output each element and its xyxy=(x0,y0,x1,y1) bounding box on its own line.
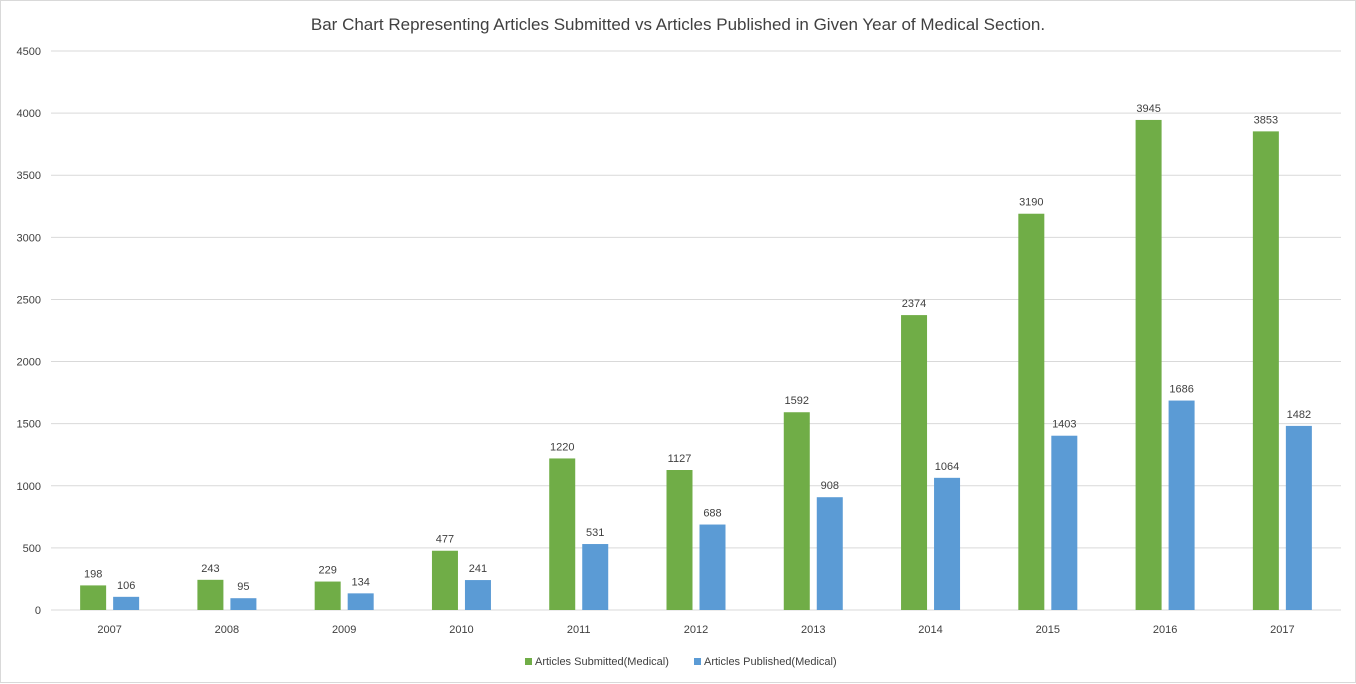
data-label-submitted-2015: 3190 xyxy=(1019,197,1043,209)
data-label-submitted-2007: 198 xyxy=(84,568,102,580)
legend-label: Articles Published(Medical) xyxy=(704,656,837,668)
x-tick-label: 2017 xyxy=(1270,624,1294,636)
bar-published-2017 xyxy=(1285,425,1312,610)
data-label-published-2007: 106 xyxy=(117,580,135,592)
y-tick-label: 500 xyxy=(23,543,41,555)
y-tick-label: 3500 xyxy=(17,170,41,182)
y-tick-label: 3000 xyxy=(17,232,41,244)
legend-item-submitted: Articles Submitted(Medical) xyxy=(525,656,669,668)
bar-published-2010 xyxy=(464,580,491,610)
bar-submitted-2017 xyxy=(1252,131,1279,611)
legend-label: Articles Submitted(Medical) xyxy=(535,656,669,668)
data-label-submitted-2009: 229 xyxy=(319,565,337,577)
legend: Articles Submitted(Medical) Articles Publ… xyxy=(525,656,837,668)
x-axis-tick-labels: 2007 2008 2009 2010 2011 2012 2013 2014 2015 2016… xyxy=(97,624,1294,636)
x-tick-label: 2015 xyxy=(1036,624,1060,636)
x-tick-label: 2010 xyxy=(449,624,473,636)
legend-swatch xyxy=(525,658,532,665)
y-tick-label: 4000 xyxy=(17,108,41,120)
y-tick-label: 4500 xyxy=(17,46,41,58)
bar-submitted-2014 xyxy=(901,315,928,610)
x-tick-label: 2016 xyxy=(1153,624,1177,636)
data-label-published-2008: 95 xyxy=(237,581,249,593)
data-label-published-2012: 688 xyxy=(703,508,721,520)
data-label-submitted-2013: 1592 xyxy=(785,395,809,407)
legend-item-published: Articles Published(Medical) xyxy=(694,656,837,668)
data-labels: 198 106 243 95 229 134 477 241 1220 531 1127 688 159… xyxy=(84,103,1311,593)
data-label-published-2013: 908 xyxy=(821,480,839,492)
y-tick-label: 2000 xyxy=(17,357,41,369)
x-tick-label: 2013 xyxy=(801,624,825,636)
data-label-published-2011: 531 xyxy=(586,527,604,539)
data-label-submitted-2008: 243 xyxy=(201,563,219,575)
data-label-submitted-2016: 3945 xyxy=(1136,103,1160,115)
y-tick-label: 1500 xyxy=(17,419,41,431)
bar-published-2015 xyxy=(1051,435,1078,610)
bar-published-2013 xyxy=(816,497,843,610)
data-label-submitted-2014: 2374 xyxy=(902,298,926,310)
data-label-published-2016: 1686 xyxy=(1169,384,1193,396)
bar-published-2011 xyxy=(582,544,609,610)
bar-submitted-2010 xyxy=(431,550,458,610)
x-tick-label: 2007 xyxy=(97,624,121,636)
data-label-published-2015: 1403 xyxy=(1052,419,1076,431)
bar-submitted-2013 xyxy=(783,412,810,610)
bar-submitted-2012 xyxy=(666,470,693,610)
y-tick-label: 1000 xyxy=(17,481,41,493)
data-label-published-2010: 241 xyxy=(469,563,487,575)
legend-swatch xyxy=(694,658,701,665)
data-label-submitted-2012: 1127 xyxy=(668,453,692,465)
x-tick-label: 2008 xyxy=(215,624,239,636)
bar-published-2012 xyxy=(699,524,726,610)
y-tick-label: 0 xyxy=(35,605,41,617)
x-tick-label: 2012 xyxy=(684,624,708,636)
x-tick-label: 2014 xyxy=(918,624,942,636)
bar-submitted-2015 xyxy=(1018,213,1045,610)
data-label-submitted-2010: 477 xyxy=(436,534,454,546)
bars xyxy=(80,119,1312,611)
gridlines xyxy=(51,50,1341,611)
y-tick-label: 2500 xyxy=(17,294,41,306)
data-label-submitted-2011: 1220 xyxy=(550,441,574,453)
data-label-published-2014: 1064 xyxy=(935,461,959,473)
bar-submitted-2007 xyxy=(80,585,107,610)
chart-title: Bar Chart Representing Articles Submitte… xyxy=(311,15,1045,34)
bar-published-2008 xyxy=(230,598,257,610)
x-tick-label: 2009 xyxy=(332,624,356,636)
bar-published-2016 xyxy=(1168,400,1195,610)
bar-submitted-2008 xyxy=(197,579,224,610)
bar-submitted-2011 xyxy=(549,458,576,610)
x-tick-label: 2011 xyxy=(567,624,591,636)
bar-submitted-2016 xyxy=(1135,119,1162,611)
data-label-published-2009: 134 xyxy=(352,576,370,588)
data-label-published-2017: 1482 xyxy=(1287,409,1311,421)
data-label-submitted-2017: 3853 xyxy=(1254,114,1278,126)
bar-submitted-2009 xyxy=(314,581,341,610)
bar-published-2009 xyxy=(347,593,374,610)
bar-published-2007 xyxy=(113,596,140,610)
y-axis-tick-labels: 0 500 1000 1500 2000 2500 3000 3500 4000 4500 xyxy=(17,46,41,617)
bar-published-2014 xyxy=(934,477,961,610)
